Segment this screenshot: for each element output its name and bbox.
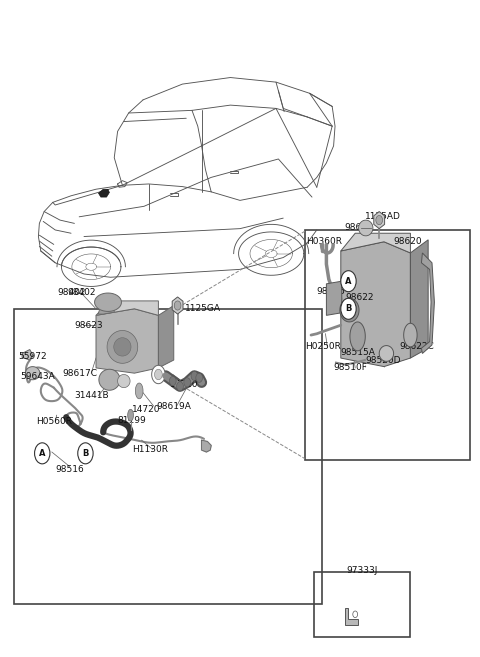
Polygon shape [340,298,359,322]
Polygon shape [345,608,358,625]
Text: 98516: 98516 [55,464,84,474]
Polygon shape [404,323,417,347]
Polygon shape [118,374,130,388]
Text: 98402: 98402 [67,288,96,297]
Text: 1125AD: 1125AD [365,212,401,221]
Text: B: B [82,449,89,458]
Polygon shape [96,301,158,315]
Polygon shape [376,215,383,225]
Polygon shape [359,220,373,236]
Text: 98619A: 98619A [156,401,191,411]
Text: 98622C: 98622C [399,342,434,351]
Text: 55972: 55972 [18,351,47,361]
Polygon shape [326,281,342,315]
Polygon shape [353,611,358,618]
Polygon shape [107,330,138,363]
Text: 98515A: 98515A [341,348,376,357]
Text: 1125GA: 1125GA [185,304,221,313]
Polygon shape [135,383,143,399]
Polygon shape [25,367,40,380]
Polygon shape [114,338,131,356]
Text: 81199: 81199 [118,416,146,425]
Text: 59643A: 59643A [20,372,55,381]
Text: H0250R: H0250R [305,342,341,351]
Text: 98610: 98610 [345,223,373,233]
Text: H0560R: H0560R [36,417,72,426]
Text: H1130R: H1130R [132,445,168,454]
Text: H0360R: H0360R [306,237,342,246]
Polygon shape [99,369,120,390]
Text: 98520D: 98520D [366,355,401,365]
Text: 31441B: 31441B [74,391,109,400]
Text: 98620: 98620 [394,237,422,246]
Bar [14,309,322,604]
Polygon shape [155,369,162,380]
Polygon shape [341,233,410,253]
Polygon shape [177,382,183,391]
Polygon shape [128,409,133,421]
Polygon shape [158,306,174,368]
Circle shape [35,443,50,464]
Polygon shape [410,240,428,358]
Polygon shape [95,293,121,311]
Text: 14720: 14720 [132,405,160,415]
Circle shape [78,443,93,464]
Polygon shape [196,373,203,382]
Text: A: A [39,449,46,458]
Polygon shape [98,189,109,197]
Polygon shape [421,253,434,353]
Polygon shape [184,378,191,387]
Polygon shape [379,346,394,361]
Polygon shape [152,365,165,384]
Text: A: A [345,277,352,286]
Polygon shape [169,376,176,386]
Text: B: B [345,304,352,313]
Polygon shape [174,301,181,310]
Bar [305,230,470,460]
Polygon shape [22,350,33,360]
Bar [314,572,410,637]
Polygon shape [341,242,410,367]
Circle shape [341,271,356,292]
Polygon shape [191,371,198,380]
Polygon shape [374,212,384,229]
Text: 98402: 98402 [58,288,86,297]
Polygon shape [98,301,114,314]
Polygon shape [202,440,211,452]
Text: 98516: 98516 [317,286,346,296]
Text: 98617C: 98617C [62,369,97,378]
Text: 98510F: 98510F [334,363,368,373]
Polygon shape [172,297,183,314]
Circle shape [341,298,356,319]
Text: 98622: 98622 [346,293,374,302]
Text: 98623: 98623 [74,321,103,330]
Text: 14720: 14720 [170,380,199,389]
Text: 97333J: 97333J [347,566,378,575]
Polygon shape [350,322,365,351]
Polygon shape [96,309,158,373]
